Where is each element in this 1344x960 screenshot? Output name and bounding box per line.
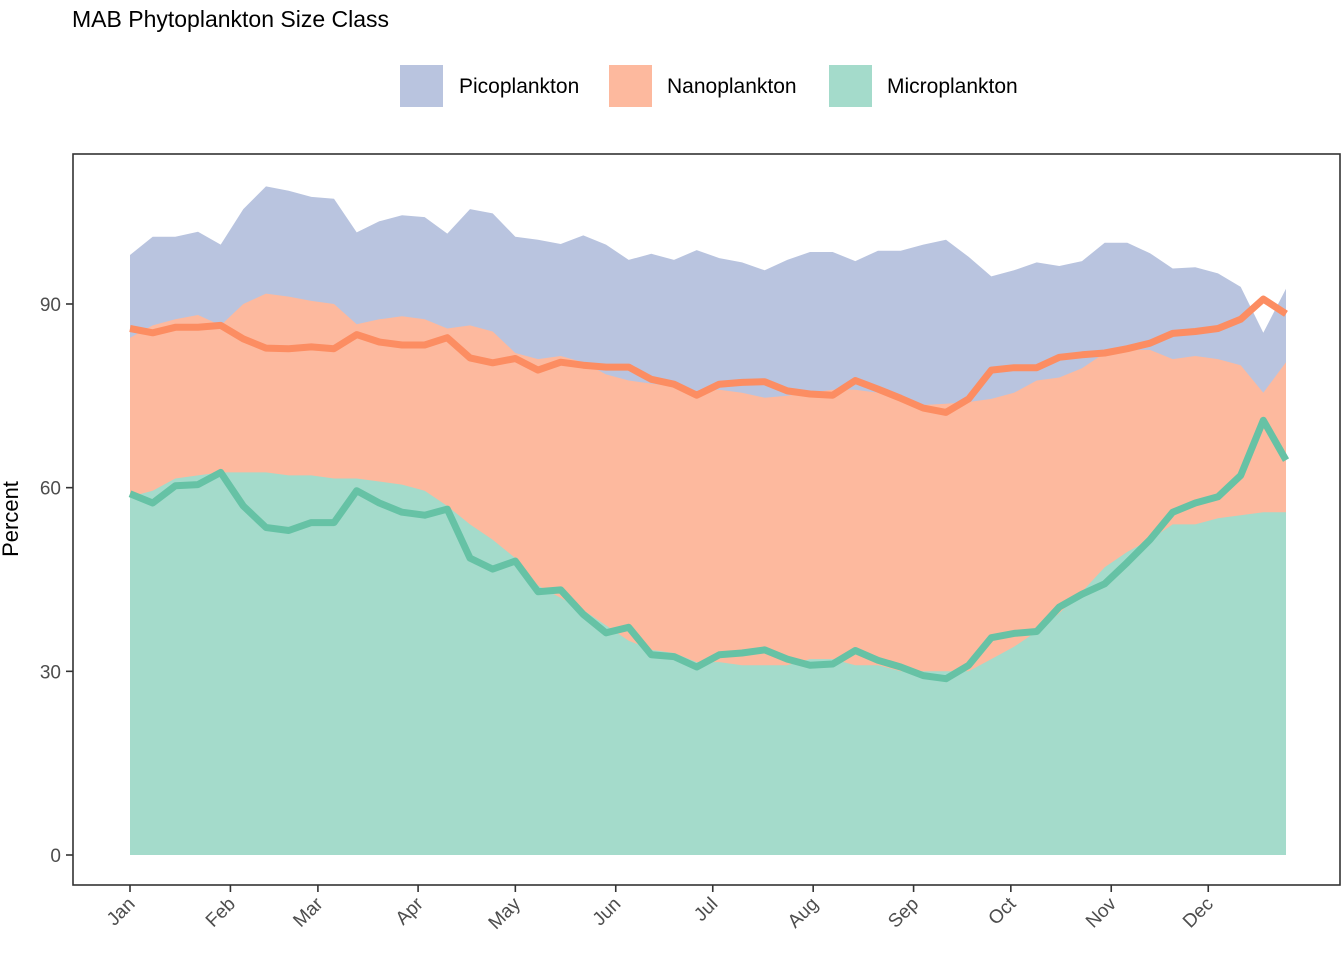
plot-panel-border bbox=[72, 153, 1341, 886]
plot-lines bbox=[128, 295, 1290, 683]
x-tick-label-mar: Mar bbox=[289, 893, 327, 931]
y-axis-title: Percent bbox=[0, 481, 23, 557]
x-axis: Jan Feb Mar Apr May Jun Jul Aug Sep Oct Nov Dec bbox=[103, 885, 1218, 934]
nanoplankton-legend-key bbox=[609, 65, 652, 107]
x-tick-label-jan: Jan bbox=[103, 894, 140, 931]
y-tick-label: 90 bbox=[40, 295, 61, 316]
y-axis: 0 30 60 90 bbox=[40, 295, 73, 867]
x-tick-label-aug: Aug bbox=[784, 894, 823, 933]
x-tick-label-apr: Apr bbox=[392, 893, 428, 929]
x-tick-label-feb: Feb bbox=[202, 894, 240, 932]
x-tick-label-may: May bbox=[485, 893, 526, 934]
nanoplankton-legend-label: Nanoplankton bbox=[667, 75, 797, 98]
y-tick-label: 30 bbox=[40, 662, 61, 683]
x-tick-label-jun: Jun bbox=[589, 894, 626, 931]
x-tick-label-nov: Nov bbox=[1082, 893, 1121, 932]
plot-areas bbox=[130, 186, 1286, 856]
chart-title: MAB Phytoplankton Size Class bbox=[72, 6, 389, 32]
microplankton-legend-label: Microplankton bbox=[887, 75, 1018, 98]
x-tick-label-oct: Oct bbox=[985, 893, 1021, 929]
picoplankton-legend-key bbox=[400, 65, 443, 107]
nanoplankton-line bbox=[129, 295, 1288, 416]
x-tick-label-sep: Sep bbox=[884, 894, 923, 933]
y-tick-label: 60 bbox=[40, 479, 61, 500]
x-tick-label-jul: Jul bbox=[690, 894, 722, 926]
legend: Picoplankton Nanoplankton Microplankton bbox=[400, 65, 1018, 107]
microplankton-legend-key bbox=[829, 65, 872, 107]
y-tick-label: 0 bbox=[50, 846, 61, 867]
picoplankton-legend-label: Picoplankton bbox=[459, 75, 579, 98]
x-tick-label-dec: Dec bbox=[1179, 894, 1218, 933]
microplankton-line bbox=[128, 416, 1290, 683]
